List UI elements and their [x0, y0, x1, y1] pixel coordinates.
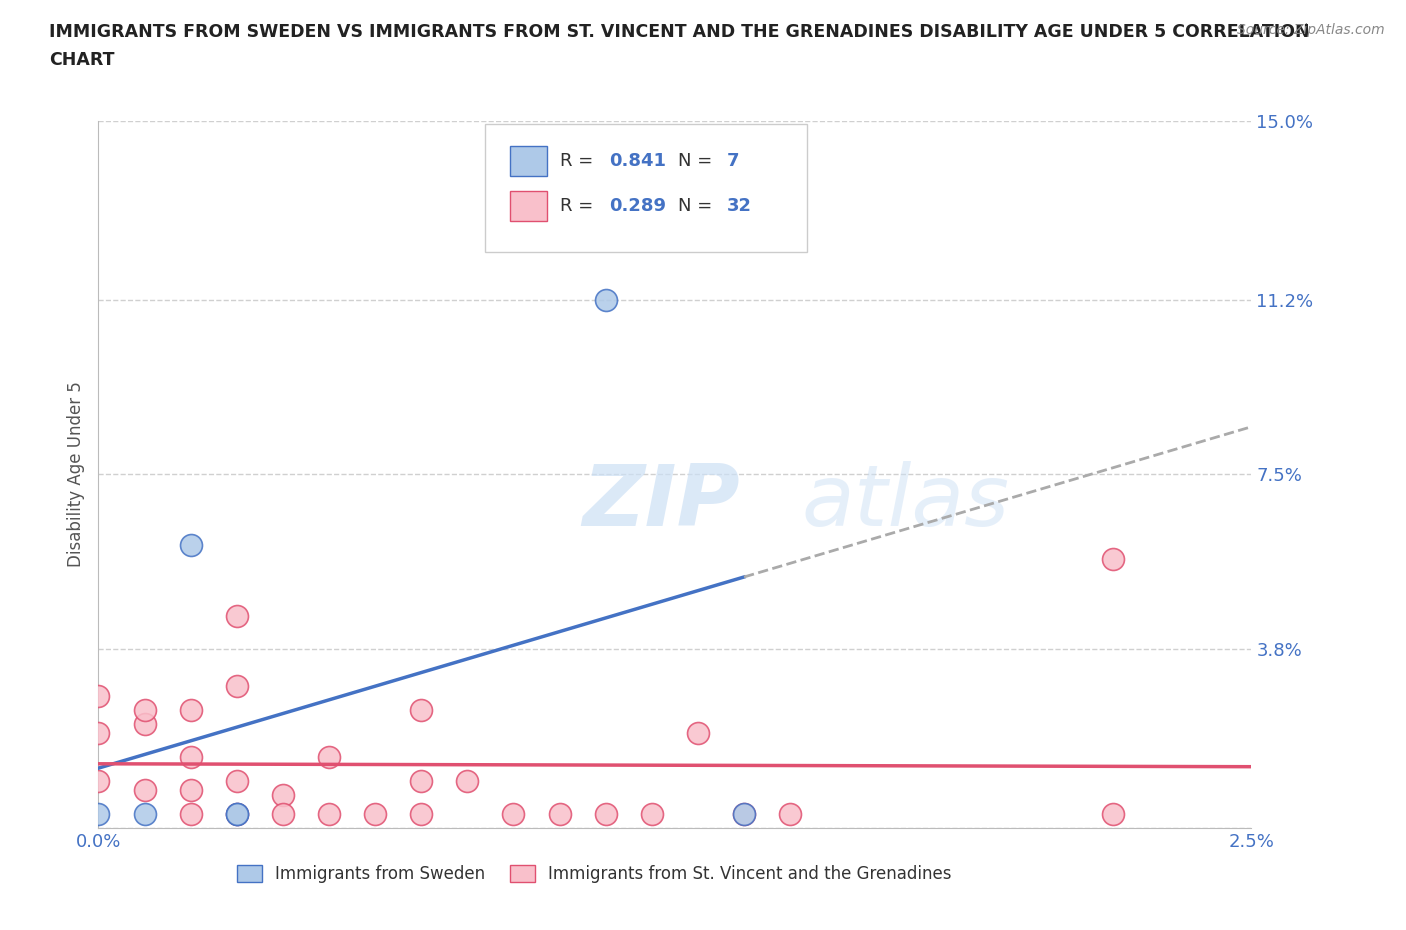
Point: [134, 717, 156, 732]
Text: Source: ZipAtlas.com: Source: ZipAtlas.com: [1237, 23, 1385, 37]
Text: R =: R =: [560, 197, 599, 215]
Point: [318, 750, 340, 764]
FancyBboxPatch shape: [510, 191, 547, 220]
Point: [225, 806, 247, 821]
Y-axis label: Disability Age Under 5: Disability Age Under 5: [66, 381, 84, 567]
Point: [271, 806, 294, 821]
Point: [1102, 806, 1125, 821]
Point: [134, 702, 156, 717]
Point: [364, 806, 387, 821]
Point: [225, 773, 247, 788]
Point: [180, 750, 202, 764]
Point: [595, 806, 617, 821]
Text: ZIP: ZIP: [582, 461, 741, 544]
Text: R =: R =: [560, 153, 599, 170]
Text: 7: 7: [727, 153, 740, 170]
Point: [87, 726, 110, 741]
Point: [1102, 551, 1125, 566]
Point: [548, 806, 571, 821]
Text: 32: 32: [727, 197, 752, 215]
Point: [180, 702, 202, 717]
Point: [271, 788, 294, 803]
Text: atlas: atlas: [801, 461, 1010, 544]
Point: [411, 702, 433, 717]
Point: [134, 806, 156, 821]
Point: [411, 773, 433, 788]
FancyBboxPatch shape: [510, 146, 547, 176]
Point: [180, 806, 202, 821]
Point: [87, 773, 110, 788]
Point: [180, 538, 202, 552]
Point: [134, 782, 156, 797]
Point: [641, 806, 664, 821]
Point: [225, 608, 247, 623]
Point: [87, 806, 110, 821]
Text: 0.289: 0.289: [609, 197, 666, 215]
Point: [456, 773, 478, 788]
Text: IMMIGRANTS FROM SWEDEN VS IMMIGRANTS FROM ST. VINCENT AND THE GRENADINES DISABIL: IMMIGRANTS FROM SWEDEN VS IMMIGRANTS FRO…: [49, 23, 1310, 41]
Text: CHART: CHART: [49, 51, 115, 69]
Point: [87, 688, 110, 703]
FancyBboxPatch shape: [485, 125, 807, 252]
Text: 0.841: 0.841: [609, 153, 666, 170]
Point: [686, 726, 709, 741]
Point: [225, 806, 247, 821]
Text: N =: N =: [678, 153, 718, 170]
Point: [180, 782, 202, 797]
Point: [225, 679, 247, 694]
Text: N =: N =: [678, 197, 718, 215]
Point: [225, 806, 247, 821]
Point: [318, 806, 340, 821]
Point: [595, 293, 617, 308]
Point: [733, 806, 755, 821]
Point: [411, 806, 433, 821]
Point: [733, 806, 755, 821]
Point: [779, 806, 801, 821]
Legend: Immigrants from Sweden, Immigrants from St. Vincent and the Grenadines: Immigrants from Sweden, Immigrants from …: [229, 858, 959, 890]
Point: [502, 806, 524, 821]
